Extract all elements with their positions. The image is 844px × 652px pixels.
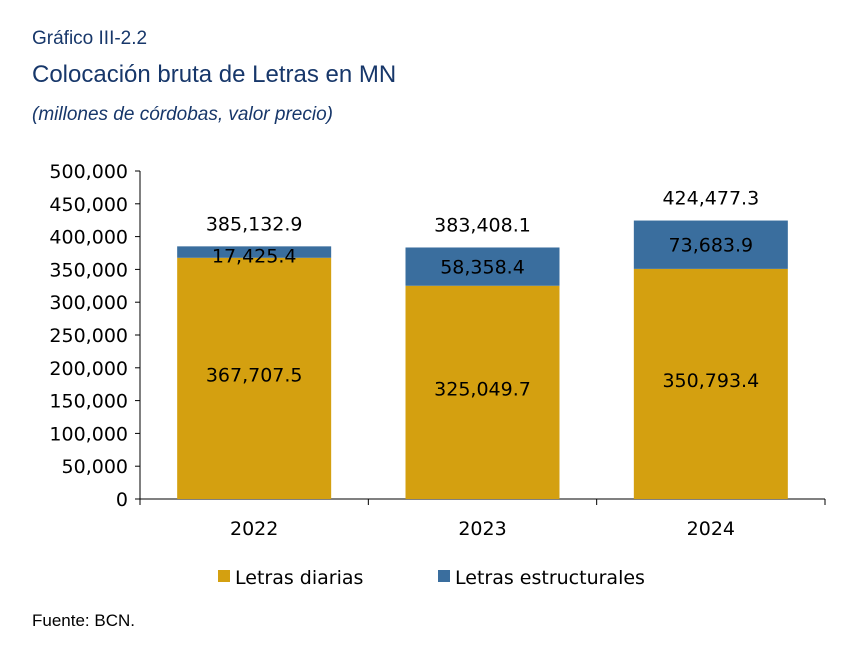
y-tick-label: 450,000 xyxy=(49,194,128,216)
y-tick-label: 250,000 xyxy=(49,325,128,347)
x-tick-label: 2022 xyxy=(230,518,278,540)
bar-letras-estructurales-2023 xyxy=(405,247,560,286)
bar-letras-estructurales-2022 xyxy=(177,246,332,258)
data-label: 73,683.9 xyxy=(669,235,754,257)
y-tick-label: 200,000 xyxy=(49,358,128,380)
data-label: 350,793.4 xyxy=(662,370,759,392)
legend-letras-diarias-swatch xyxy=(218,570,230,582)
total-label: 385,132.9 xyxy=(206,213,303,235)
x-tick-label: 2023 xyxy=(458,518,506,540)
y-tick-label: 400,000 xyxy=(49,227,128,249)
y-tick-label: 150,000 xyxy=(49,391,128,413)
chart-title: Colocación bruta de Letras en MN xyxy=(32,61,397,88)
legend-letras-estructurales-swatch xyxy=(438,570,450,582)
legend-letras-diarias-label: Letras diarias xyxy=(235,567,363,589)
bar-letras-estructurales-2024 xyxy=(633,220,788,269)
total-label: 424,477.3 xyxy=(662,188,759,210)
source-note: Fuente: BCN. xyxy=(32,611,135,630)
y-tick-label: 100,000 xyxy=(49,423,128,445)
data-label: 17,425.4 xyxy=(212,245,297,267)
y-tick-label: 350,000 xyxy=(49,259,128,281)
data-label: 325,049.7 xyxy=(434,378,531,400)
y-tick-label: 500,000 xyxy=(49,161,128,183)
y-tick-label: 300,000 xyxy=(49,292,128,314)
bar-letras-diarias-2023 xyxy=(405,285,560,499)
chart-subtitle: (millones de córdobas, valor precio) xyxy=(32,104,333,125)
y-tick-label: 50,000 xyxy=(62,456,128,478)
legend-letras-estructurales-label: Letras estructurales xyxy=(455,567,645,589)
data-label: 58,358.4 xyxy=(440,257,525,279)
y-tick-label: 0 xyxy=(116,489,128,511)
bar-letras-diarias-2022 xyxy=(177,257,332,499)
x-tick-label: 2024 xyxy=(687,518,735,540)
bar-letras-diarias-2024 xyxy=(633,268,788,499)
chart-label: Gráfico III-2.2 xyxy=(32,28,148,49)
data-label: 367,707.5 xyxy=(206,364,303,386)
total-label: 383,408.1 xyxy=(434,214,531,236)
